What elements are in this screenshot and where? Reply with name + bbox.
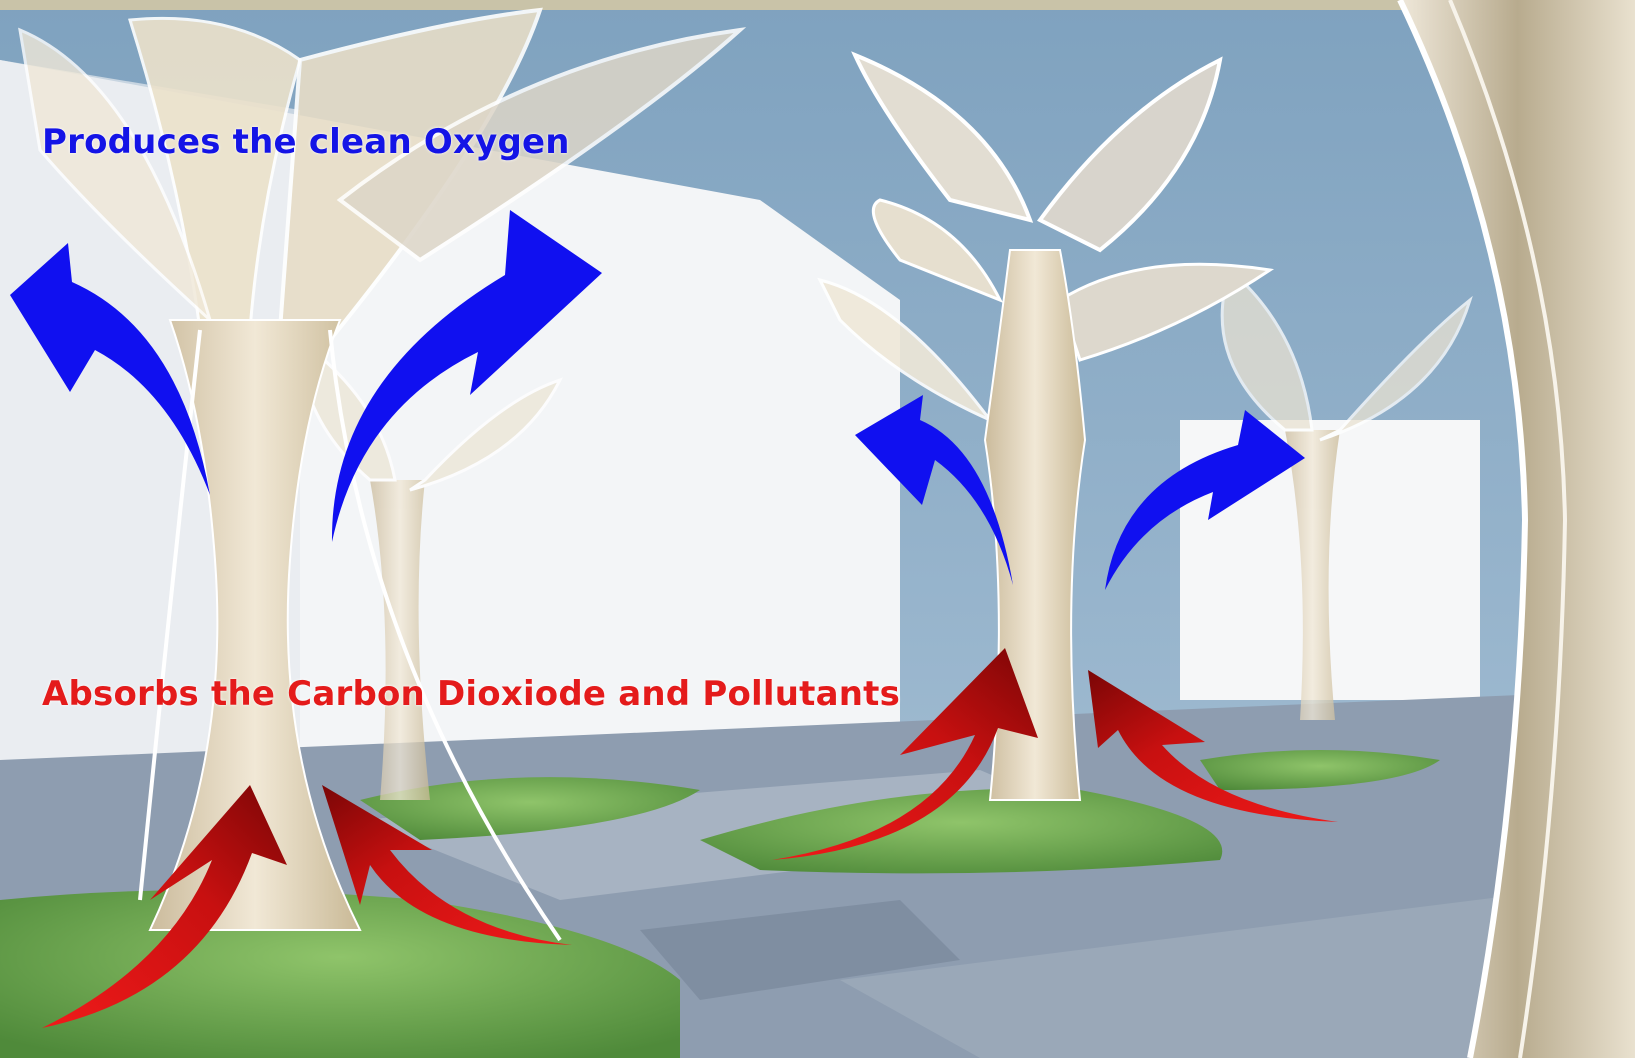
- grass-island: [700, 788, 1223, 874]
- grass-island: [1200, 750, 1440, 790]
- tree-structure-middle: [817, 51, 1275, 801]
- caption-oxygen: Produces the clean Oxygen: [42, 122, 570, 162]
- channel: [840, 880, 1635, 1058]
- caption-carbon-dioxide: Absorbs the Carbon Dioxiode and Pollutan…: [42, 674, 901, 714]
- foreground-pillar: [1397, 0, 1635, 1058]
- grass-island: [360, 777, 700, 840]
- top-frame: [0, 0, 1635, 10]
- pollutant-arrow: [1088, 670, 1338, 822]
- far-building: [1180, 420, 1480, 700]
- pollutant-arrow: [772, 648, 1038, 860]
- oxygen-arrow: [331, 210, 602, 542]
- oxygen-arrow: [1105, 410, 1305, 590]
- tree-structure-left: [18, 7, 747, 942]
- pollutant-arrow: [42, 785, 287, 1028]
- channel-edge: [640, 900, 960, 1000]
- pollutant-arrow: [322, 785, 572, 945]
- oxygen-arrow: [855, 395, 1013, 585]
- oxygen-arrow: [10, 243, 210, 495]
